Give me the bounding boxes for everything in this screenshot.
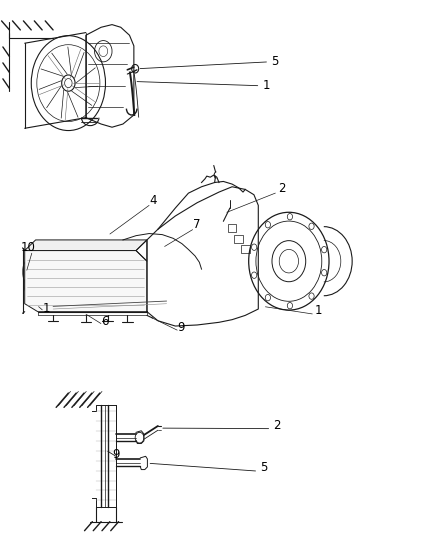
Text: 10: 10 xyxy=(20,240,35,254)
Text: 5: 5 xyxy=(261,461,268,474)
Polygon shape xyxy=(25,251,147,312)
Text: 1: 1 xyxy=(42,302,49,314)
Polygon shape xyxy=(25,240,147,251)
Text: 9: 9 xyxy=(112,448,120,461)
Text: 7: 7 xyxy=(193,218,200,231)
Text: 1: 1 xyxy=(315,304,322,317)
Text: 2: 2 xyxy=(274,418,281,432)
Text: 6: 6 xyxy=(101,315,109,328)
Text: 2: 2 xyxy=(278,182,286,195)
Text: 4: 4 xyxy=(149,194,157,207)
Text: 1: 1 xyxy=(263,79,270,92)
Text: 9: 9 xyxy=(177,321,185,334)
Text: 5: 5 xyxy=(272,55,279,68)
